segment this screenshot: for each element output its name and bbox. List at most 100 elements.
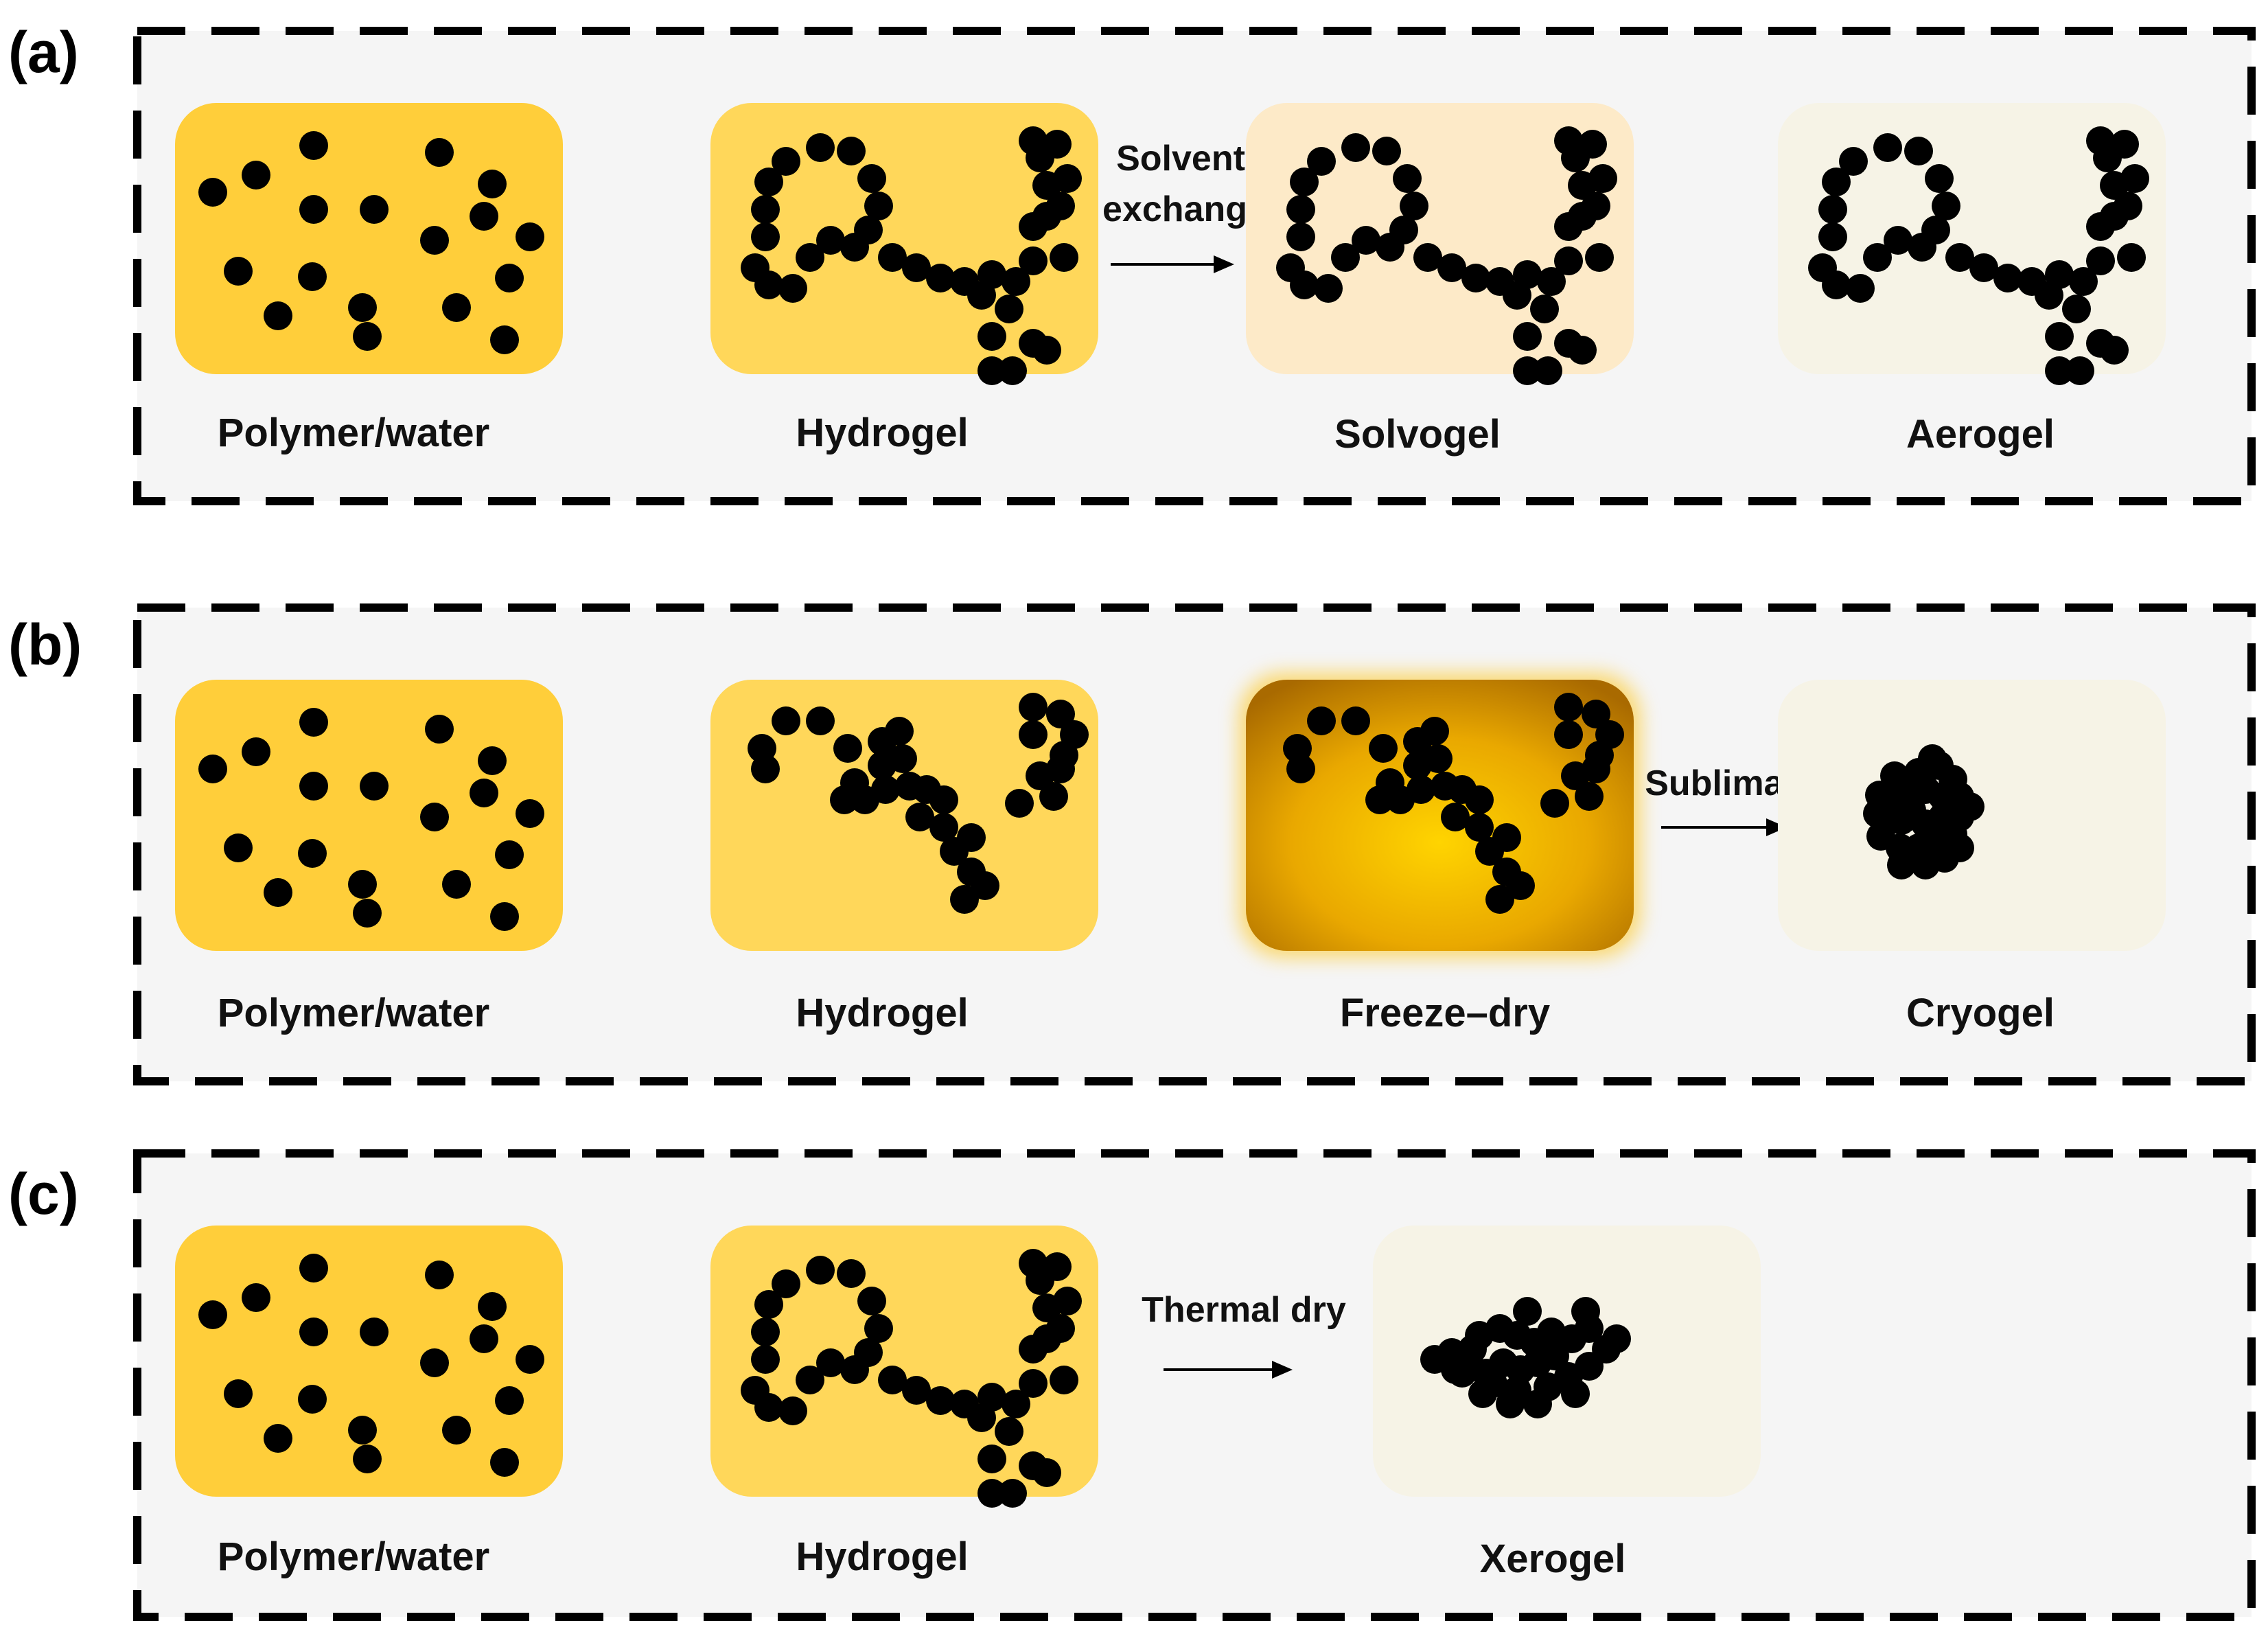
panel-a: (a) Polymer/water Hydrogel Solvent excha… bbox=[8, 20, 2256, 505]
stage-a2: Hydrogel bbox=[710, 103, 1098, 455]
particle bbox=[470, 779, 498, 807]
particle bbox=[299, 131, 328, 160]
freeze-dry-box bbox=[1246, 680, 1634, 951]
gel-network bbox=[1808, 126, 2149, 385]
particle bbox=[778, 274, 807, 303]
stage-a4: Aerogel bbox=[1778, 103, 2166, 457]
particle bbox=[998, 356, 1027, 385]
process-label-line1: Thermal dry bbox=[1142, 1290, 1346, 1330]
particle bbox=[1465, 813, 1494, 842]
particle bbox=[864, 1314, 893, 1343]
particle bbox=[1032, 202, 1061, 231]
particle bbox=[1554, 246, 1583, 275]
particle bbox=[1945, 243, 1974, 272]
particle bbox=[1032, 336, 1061, 365]
particle bbox=[2117, 243, 2146, 272]
particle bbox=[425, 715, 454, 744]
stage-c1: Polymer/water bbox=[175, 1226, 563, 1579]
particle bbox=[806, 1256, 835, 1285]
stage-label: Cryogel bbox=[1906, 991, 2055, 1035]
particle bbox=[806, 706, 835, 735]
particle bbox=[1032, 1324, 1061, 1353]
particle bbox=[864, 192, 893, 220]
particle bbox=[977, 1445, 1006, 1473]
stage-label: Polymer/water bbox=[218, 411, 490, 455]
particle bbox=[1945, 833, 1974, 862]
polymer-particles bbox=[198, 1254, 544, 1477]
particle bbox=[1904, 137, 1933, 165]
particle bbox=[1053, 1287, 1082, 1315]
gel-network bbox=[1283, 693, 1624, 914]
particle bbox=[1523, 1390, 1552, 1418]
process-c: Thermal dry bbox=[1142, 1290, 1346, 1379]
particle bbox=[1465, 785, 1494, 814]
particle bbox=[878, 1366, 907, 1394]
particle bbox=[242, 1283, 270, 1312]
particle bbox=[796, 1366, 824, 1394]
particle bbox=[1908, 233, 1936, 262]
stage-b4: Cryogel bbox=[1778, 680, 2166, 1035]
particle bbox=[977, 260, 1006, 289]
particle bbox=[1582, 700, 1610, 728]
particle bbox=[1002, 267, 1030, 296]
particle bbox=[242, 161, 270, 189]
particle bbox=[1530, 295, 1559, 323]
particle bbox=[940, 837, 969, 866]
particle bbox=[1286, 755, 1315, 783]
particle bbox=[1331, 243, 1360, 272]
particle bbox=[1578, 130, 1607, 159]
particle bbox=[198, 755, 227, 783]
particle bbox=[1513, 356, 1542, 385]
particle bbox=[1372, 137, 1401, 165]
particle bbox=[1866, 822, 1895, 851]
particle bbox=[1918, 744, 1947, 773]
particle bbox=[950, 885, 979, 914]
particle bbox=[2045, 356, 2074, 385]
stage-label: Freeze–dry bbox=[1340, 991, 1550, 1035]
particle bbox=[198, 1300, 227, 1329]
panel-c: (c) Polymer/water Hydrogel Thermal dry X… bbox=[8, 1149, 2256, 1621]
process-arrowhead bbox=[1272, 1361, 1293, 1379]
particle bbox=[905, 803, 934, 831]
particle bbox=[1448, 1359, 1477, 1388]
particle bbox=[1575, 782, 1604, 811]
particle bbox=[2110, 130, 2139, 159]
particle bbox=[1314, 274, 1343, 303]
particle bbox=[995, 1417, 1023, 1446]
particle bbox=[1032, 1458, 1061, 1487]
particle bbox=[902, 253, 931, 282]
particle bbox=[1369, 734, 1398, 763]
particle bbox=[1822, 168, 1851, 196]
particle bbox=[425, 1261, 454, 1289]
particle bbox=[850, 785, 879, 814]
stage-a3: Solvogel bbox=[1246, 103, 1634, 457]
particle bbox=[470, 202, 498, 231]
particle bbox=[857, 1287, 886, 1315]
particle bbox=[751, 755, 780, 783]
particle bbox=[754, 1393, 783, 1422]
particle bbox=[1846, 274, 1875, 303]
particle bbox=[242, 737, 270, 766]
particle bbox=[806, 133, 835, 162]
stage-label: Hydrogel bbox=[796, 1534, 968, 1579]
panel-a-letter: (a) bbox=[8, 20, 79, 84]
particle bbox=[264, 878, 292, 907]
stage-c3: Xerogel bbox=[1373, 1226, 1761, 1581]
particle bbox=[353, 899, 382, 928]
particle bbox=[478, 746, 507, 775]
particle bbox=[902, 1376, 931, 1405]
particle bbox=[2045, 260, 2074, 289]
particle bbox=[420, 803, 449, 831]
particle bbox=[1437, 253, 1466, 282]
particle bbox=[298, 262, 327, 291]
particle bbox=[1286, 195, 1315, 224]
stage-b2: Hydrogel bbox=[710, 680, 1098, 1035]
gel-network bbox=[741, 1249, 1082, 1508]
stage-label: Xerogel bbox=[1480, 1537, 1626, 1581]
stage-label: Aerogel bbox=[1906, 412, 2055, 457]
particle bbox=[1050, 1366, 1078, 1394]
particle bbox=[1496, 1390, 1525, 1418]
particle bbox=[1050, 741, 1078, 770]
particle bbox=[2100, 336, 2129, 365]
particle bbox=[816, 226, 845, 255]
